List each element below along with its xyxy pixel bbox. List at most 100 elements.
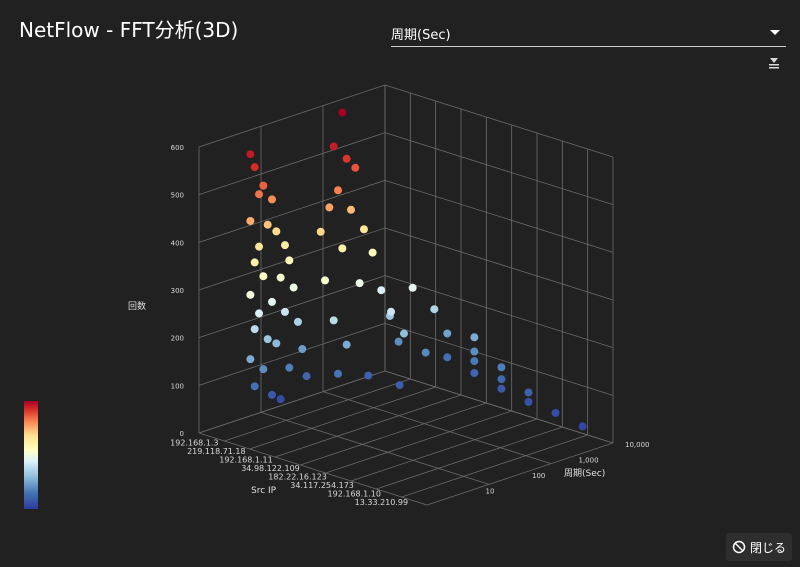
data-point[interactable]	[321, 276, 330, 285]
grid-line	[249, 386, 436, 450]
data-point[interactable]	[338, 244, 347, 253]
data-point[interactable]	[364, 371, 373, 380]
data-point[interactable]	[334, 186, 343, 195]
data-point[interactable]	[259, 365, 268, 374]
grid-line	[376, 426, 563, 490]
data-point[interactable]	[268, 390, 277, 399]
grid-line	[198, 132, 386, 196]
data-point[interactable]	[497, 363, 506, 372]
z-tick-label: 200	[171, 335, 184, 343]
data-point[interactable]	[470, 347, 479, 356]
grid-line	[198, 432, 428, 506]
data-point[interactable]	[268, 195, 277, 204]
data-point[interactable]	[280, 307, 289, 316]
close-button[interactable]: 閉じる	[726, 533, 792, 561]
data-point[interactable]	[387, 307, 396, 316]
data-point[interactable]	[263, 220, 272, 229]
x-tick-label: 192.168.1.11	[219, 455, 272, 464]
data-point[interactable]	[359, 225, 368, 234]
grid-line	[198, 84, 386, 148]
prohibit-icon	[732, 540, 746, 554]
data-point[interactable]	[443, 353, 452, 362]
data-point[interactable]	[346, 205, 355, 214]
data-point[interactable]	[255, 190, 264, 199]
data-point[interactable]	[276, 395, 285, 404]
data-point[interactable]	[430, 305, 439, 314]
grid-line	[198, 179, 386, 243]
data-point[interactable]	[394, 337, 403, 346]
data-point[interactable]	[497, 384, 506, 393]
data-point[interactable]	[246, 290, 255, 299]
data-point[interactable]	[285, 256, 294, 265]
data-point[interactable]	[470, 368, 479, 377]
x-tick-label: 219.118.71.18	[187, 447, 246, 456]
data-point[interactable]	[298, 345, 307, 354]
data-point[interactable]	[342, 340, 351, 349]
grid-line	[384, 370, 614, 444]
data-point[interactable]	[524, 388, 533, 397]
data-point[interactable]	[338, 108, 347, 117]
data-point[interactable]	[400, 329, 409, 338]
data-point[interactable]	[250, 163, 259, 172]
data-point[interactable]	[272, 227, 281, 236]
data-point[interactable]	[470, 357, 479, 366]
data-point[interactable]	[289, 283, 298, 292]
grid-line	[198, 370, 386, 434]
z-tick-label: 300	[171, 287, 184, 295]
data-point[interactable]	[325, 203, 334, 212]
x-tick-label: 34.98.122.109	[241, 464, 300, 473]
data-point[interactable]	[263, 335, 272, 344]
data-point[interactable]	[272, 339, 281, 348]
data-point[interactable]	[395, 381, 404, 390]
grid-line	[224, 378, 411, 442]
data-point[interactable]	[355, 279, 364, 288]
data-point[interactable]	[377, 286, 386, 295]
data-point[interactable]	[285, 363, 294, 372]
data-point[interactable]	[246, 150, 255, 159]
data-point[interactable]	[293, 317, 302, 326]
data-point[interactable]	[255, 309, 264, 318]
data-point[interactable]	[368, 248, 377, 257]
data-point[interactable]	[578, 422, 587, 431]
z-tick-label: 100	[171, 382, 184, 390]
z-tick-label: 0	[180, 430, 184, 438]
data-point[interactable]	[421, 348, 430, 357]
y-tick-label: 10	[486, 488, 495, 496]
data-point[interactable]	[259, 272, 268, 281]
data-point[interactable]	[329, 316, 338, 325]
data-point[interactable]	[268, 297, 277, 306]
data-point[interactable]	[497, 375, 506, 384]
data-point[interactable]	[351, 163, 360, 172]
data-point[interactable]	[302, 372, 311, 381]
data-point[interactable]	[443, 329, 452, 338]
grid-line	[350, 418, 538, 482]
data-point[interactable]	[280, 241, 289, 250]
data-point[interactable]	[551, 408, 560, 417]
data-point[interactable]	[259, 181, 268, 190]
z-tick-label: 500	[171, 192, 184, 200]
y-tick-label: 1,000	[579, 457, 599, 465]
data-point[interactable]	[342, 154, 351, 163]
data-point[interactable]	[334, 369, 343, 378]
close-button-label: 閉じる	[749, 540, 786, 555]
grid-line	[384, 179, 614, 253]
data-point[interactable]	[250, 258, 259, 267]
grid-line	[384, 227, 614, 301]
data-point[interactable]	[329, 142, 338, 151]
data-point[interactable]	[276, 273, 285, 282]
z-tick-label: 400	[171, 239, 184, 247]
data-point[interactable]	[408, 283, 417, 292]
data-point[interactable]	[316, 227, 325, 236]
data-point[interactable]	[246, 216, 255, 225]
data-point[interactable]	[250, 325, 259, 334]
data-point[interactable]	[255, 242, 264, 251]
z-tick-label: 600	[171, 144, 184, 152]
x-tick-label: 34.117.254.173	[290, 481, 354, 490]
period-select[interactable]: 周期(Sec)	[391, 18, 786, 47]
data-point[interactable]	[470, 333, 479, 342]
download-icon[interactable]	[766, 56, 782, 72]
data-point[interactable]	[246, 355, 255, 364]
data-point[interactable]	[250, 382, 259, 391]
data-point[interactable]	[524, 398, 533, 407]
